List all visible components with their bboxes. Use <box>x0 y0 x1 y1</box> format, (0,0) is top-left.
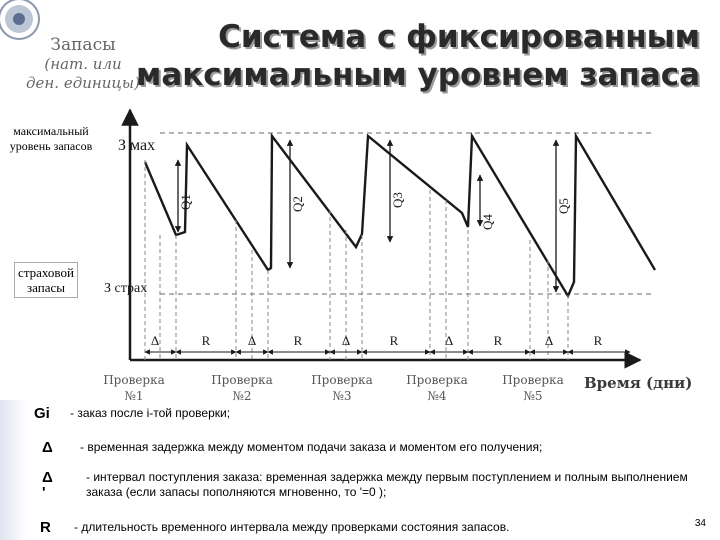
legend-text-delta: - временная задержка между моментом пода… <box>80 440 543 454</box>
check-2-line1: Проверка <box>211 373 273 387</box>
y-axis-label-line3: ден. единицы) <box>26 74 140 92</box>
y-axis-label-line2: (нат. или <box>44 55 122 73</box>
q4-label: Q4 <box>480 214 495 230</box>
y-axis-label-line1: Запасы <box>50 35 116 55</box>
check-4-line2: №4 <box>428 389 447 403</box>
legend-symbol-delta: Δ <box>42 439 53 456</box>
page-number: 34 <box>694 518 706 529</box>
check-1-line1: Проверка <box>103 373 165 387</box>
check-2-line2: №2 <box>233 389 252 403</box>
page-title-line1: Система с фиксированным <box>218 19 700 55</box>
legend-text-r: - длительность временного интервала межд… <box>74 520 510 534</box>
y-axis-label: Запасы (нат. или ден. единицы) <box>8 36 158 93</box>
check-5-line2: №5 <box>524 389 543 403</box>
legend-symbol-delta-prime: Δ ' <box>42 469 53 501</box>
guide-lines <box>144 160 569 360</box>
max-level-label: максимальный уровень запасов <box>4 124 98 154</box>
decorative-bar <box>0 400 28 540</box>
inventory-level-line <box>143 131 657 299</box>
r-marker-5: R <box>594 333 603 348</box>
check-5-line1: Проверка <box>502 373 564 387</box>
delta-marker-1: Δ <box>151 333 159 348</box>
q3-label: Q3 <box>390 192 405 208</box>
z-safe-label: З страх <box>104 281 147 296</box>
r-marker-4: R <box>494 333 503 348</box>
legend-symbol-r: R <box>40 519 51 536</box>
delta-marker-2: Δ <box>248 333 256 348</box>
decorative-dot <box>13 13 25 25</box>
delta-marker-4: Δ <box>445 333 453 348</box>
page-title: Система с фиксированным максимальным уро… <box>120 18 700 94</box>
legend-text-delta-prime: - интервал поступления заказа: временная… <box>86 470 688 499</box>
delta-marker-5: Δ <box>545 333 553 348</box>
r-marker-3: R <box>390 333 399 348</box>
r-marker-2: R <box>294 333 303 348</box>
legend-text-g: - заказ после i-той проверки; <box>70 406 231 420</box>
check-4-line1: Проверка <box>406 373 468 387</box>
time-axis-label: Время (дни) <box>584 374 692 392</box>
q5-label: Q5 <box>556 198 571 214</box>
decorative-circle-icon <box>0 0 38 38</box>
r-marker-1: R <box>202 333 211 348</box>
legend-symbol-g: Gi <box>34 405 50 422</box>
check-3-line1: Проверка <box>311 373 373 387</box>
q-arrows <box>174 139 560 293</box>
page-title-line2: максимальным уровнем запаса <box>136 57 700 93</box>
check-3-line2: №3 <box>333 389 352 403</box>
delta-marker-3: Δ <box>342 333 350 348</box>
z-max-label: З мах <box>118 137 155 154</box>
check-1-line2: №1 <box>125 389 144 403</box>
q1-label: Q1 <box>178 194 193 210</box>
safety-stock-label: страховой запасы <box>14 262 78 298</box>
q2-label: Q2 <box>290 196 305 212</box>
